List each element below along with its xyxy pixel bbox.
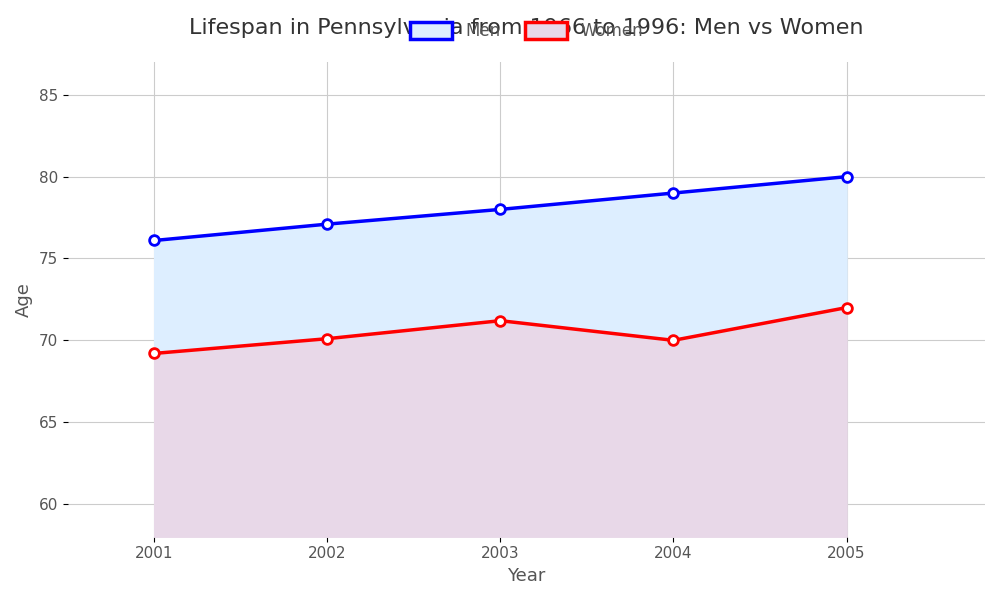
Men — [667, 190, 679, 197]
Women — [321, 335, 333, 342]
Men — [494, 206, 506, 213]
Women — [148, 350, 160, 357]
Women — [841, 304, 853, 311]
Men — [321, 221, 333, 228]
Line: Men: Men — [149, 172, 851, 245]
Women — [667, 337, 679, 344]
Line: Women: Women — [149, 303, 851, 358]
Men — [148, 237, 160, 244]
Legend: Men, Women: Men, Women — [402, 13, 651, 49]
Women — [494, 317, 506, 324]
Men — [841, 173, 853, 180]
Y-axis label: Age: Age — [15, 282, 33, 317]
Title: Lifespan in Pennsylvania from 1966 to 1996: Men vs Women: Lifespan in Pennsylvania from 1966 to 19… — [189, 19, 864, 38]
X-axis label: Year: Year — [507, 567, 546, 585]
